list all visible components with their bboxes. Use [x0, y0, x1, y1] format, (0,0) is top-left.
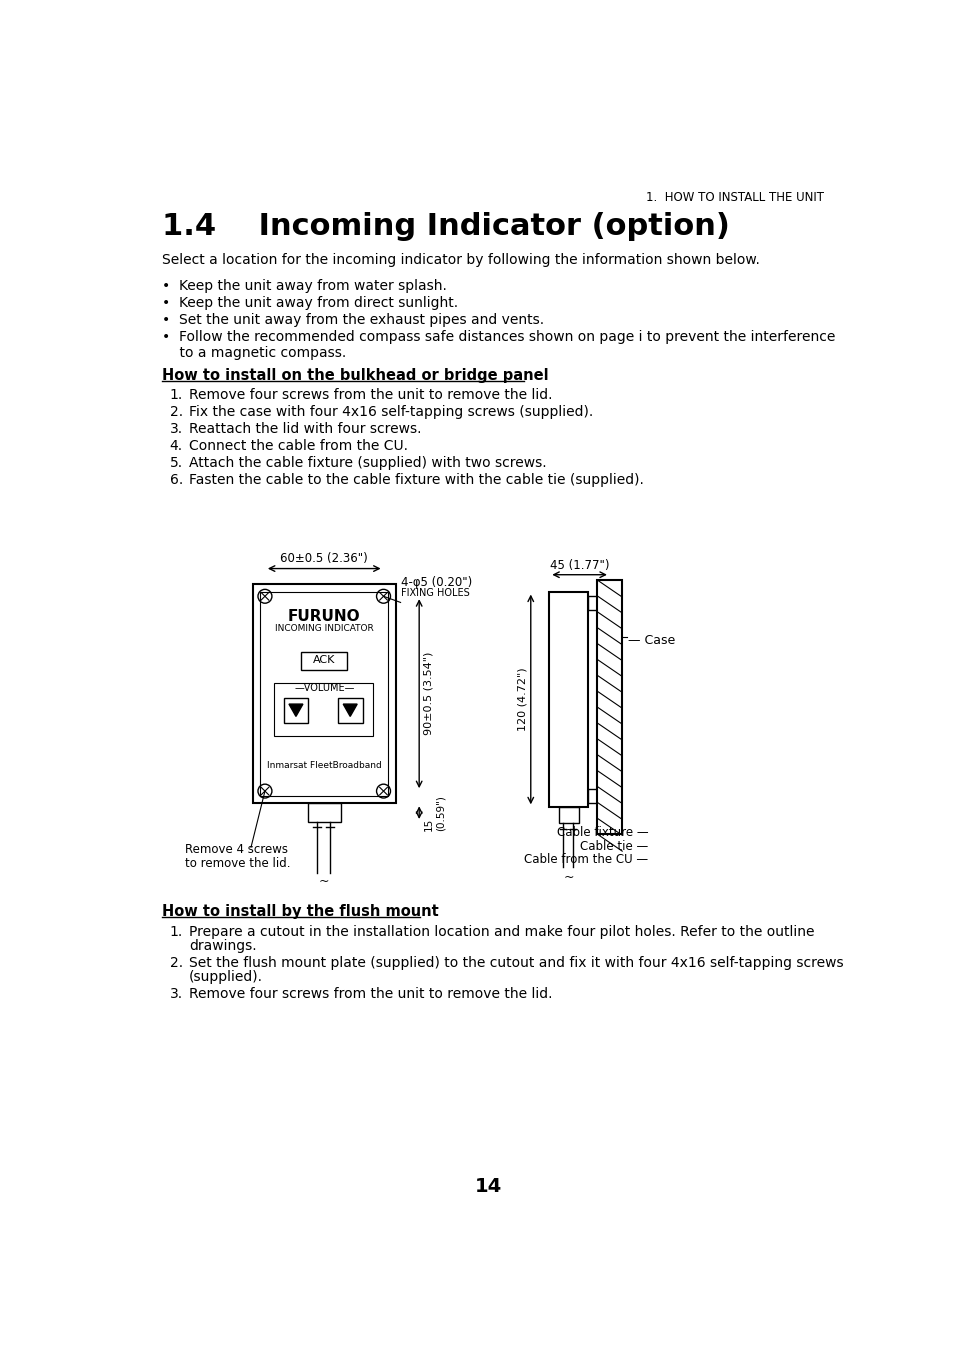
Text: (supplied).: (supplied).	[189, 969, 263, 984]
Text: 1.: 1.	[170, 925, 183, 940]
Text: Remove 4 screws: Remove 4 screws	[185, 844, 288, 856]
Text: Connect the cable from the CU.: Connect the cable from the CU.	[189, 439, 408, 454]
Text: ~: ~	[563, 871, 574, 883]
Bar	[337, 698, 362, 722]
Text: 1.: 1.	[170, 389, 183, 402]
Text: INCOMING INDICATOR: INCOMING INDICATOR	[274, 624, 374, 633]
Text: How to install on the bulkhead or bridge panel: How to install on the bulkhead or bridge…	[162, 369, 548, 383]
Text: 120 (4.72"): 120 (4.72")	[517, 668, 527, 732]
Text: 90±0.5 (3.54"): 90±0.5 (3.54")	[423, 652, 434, 736]
Text: FIXING HOLES: FIXING HOLES	[400, 587, 469, 598]
Bar	[549, 591, 587, 807]
Text: 2.: 2.	[170, 405, 183, 420]
Text: ~: ~	[318, 875, 329, 888]
Text: 5.: 5.	[170, 456, 183, 470]
Text: 6.: 6.	[170, 472, 183, 487]
Text: Fasten the cable to the cable fixture with the cable tie (supplied).: Fasten the cable to the cable fixture wi…	[189, 472, 643, 487]
Text: drawings.: drawings.	[189, 940, 256, 953]
Text: 15
(0.59"): 15 (0.59")	[423, 795, 445, 830]
Text: FURUNO: FURUNO	[288, 609, 360, 624]
Bar	[283, 698, 308, 722]
Bar	[558, 807, 578, 822]
Text: Set the flush mount plate (supplied) to the cutout and fix it with four 4x16 sel: Set the flush mount plate (supplied) to …	[189, 956, 842, 969]
Text: 4-φ5 (0.20"): 4-φ5 (0.20")	[400, 576, 472, 589]
Text: ACK: ACK	[313, 655, 335, 664]
Text: to remove the lid.: to remove the lid.	[185, 857, 291, 871]
Bar	[274, 683, 373, 736]
Text: Cable tie —: Cable tie —	[579, 840, 648, 853]
Text: Inmarsat FleetBroadband: Inmarsat FleetBroadband	[267, 761, 381, 770]
Polygon shape	[289, 705, 303, 717]
Bar	[587, 597, 597, 610]
Text: •  Set the unit away from the exhaust pipes and vents.: • Set the unit away from the exhaust pip…	[162, 313, 543, 327]
Text: 14: 14	[475, 1177, 502, 1196]
Text: •  Follow the recommended compass safe distances shown on page i to prevent the : • Follow the recommended compass safe di…	[162, 329, 835, 360]
Text: 3.: 3.	[170, 987, 183, 1000]
Bar	[253, 585, 395, 803]
Bar	[308, 803, 340, 822]
Text: 2.: 2.	[170, 956, 183, 969]
Text: Attach the cable fixture (supplied) with two screws.: Attach the cable fixture (supplied) with…	[189, 456, 546, 470]
Text: Select a location for the incoming indicator by following the information shown : Select a location for the incoming indic…	[162, 252, 759, 267]
Text: Prepare a cutout in the installation location and make four pilot holes. Refer t: Prepare a cutout in the installation loc…	[189, 925, 814, 940]
Text: How to install by the flush mount: How to install by the flush mount	[162, 903, 438, 918]
Text: —VOLUME—: —VOLUME—	[294, 683, 355, 693]
Text: Remove four screws from the unit to remove the lid.: Remove four screws from the unit to remo…	[189, 389, 552, 402]
Bar	[587, 788, 597, 803]
Text: Cable fixture —: Cable fixture —	[557, 826, 648, 838]
Text: Cable from the CU —: Cable from the CU —	[524, 853, 648, 867]
Bar	[300, 652, 347, 670]
Text: 1.4    Incoming Indicator (option): 1.4 Incoming Indicator (option)	[162, 212, 729, 242]
Text: 3.: 3.	[170, 423, 183, 436]
Text: 60±0.5 (2.36"): 60±0.5 (2.36")	[280, 552, 368, 566]
Text: Remove four screws from the unit to remove the lid.: Remove four screws from the unit to remo…	[189, 987, 552, 1000]
Bar	[260, 591, 388, 795]
Bar	[597, 580, 621, 834]
Text: •  Keep the unit away from water splash.: • Keep the unit away from water splash.	[162, 279, 446, 293]
Text: Fix the case with four 4x16 self-tapping screws (supplied).: Fix the case with four 4x16 self-tapping…	[189, 405, 593, 420]
Text: — Case: — Case	[628, 634, 675, 647]
Text: 4.: 4.	[170, 439, 183, 454]
Text: Reattach the lid with four screws.: Reattach the lid with four screws.	[189, 423, 421, 436]
Text: •  Keep the unit away from direct sunlight.: • Keep the unit away from direct sunligh…	[162, 296, 457, 310]
Polygon shape	[343, 705, 356, 717]
Text: 1.  HOW TO INSTALL THE UNIT: 1. HOW TO INSTALL THE UNIT	[646, 192, 823, 204]
Text: 45 (1.77"): 45 (1.77")	[549, 559, 609, 571]
